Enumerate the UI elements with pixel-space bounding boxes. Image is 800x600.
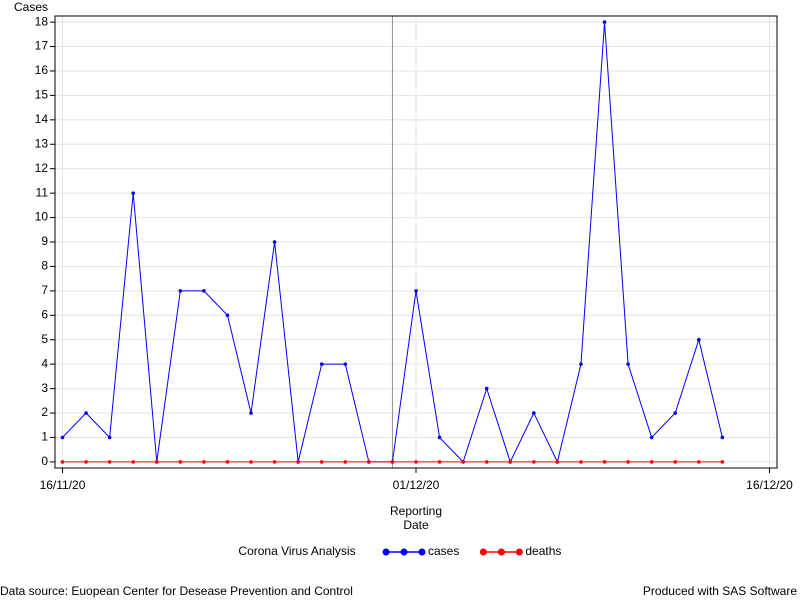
- x-tick-label: 16/11/20: [40, 478, 86, 492]
- legend-marker: [400, 548, 408, 556]
- legend-label: deaths: [525, 544, 561, 558]
- x-axis-label: Date: [403, 518, 429, 532]
- point: [555, 460, 560, 464]
- x-axis-label: Reporting: [390, 504, 442, 518]
- y-tick-label: 12: [35, 161, 49, 175]
- point: [673, 411, 678, 415]
- legend-label: cases: [428, 544, 459, 558]
- point: [579, 460, 583, 464]
- point: [319, 460, 324, 464]
- y-tick-label: 8: [41, 259, 48, 273]
- plot-frame: [54, 15, 778, 469]
- y-tick-label: 18: [35, 14, 49, 28]
- point: [178, 289, 183, 293]
- point: [673, 460, 678, 464]
- point: [107, 460, 112, 464]
- legend-marker: [418, 548, 426, 556]
- y-tick-label: 7: [41, 283, 48, 297]
- point: [720, 435, 725, 440]
- point: [508, 460, 513, 464]
- point: [202, 289, 206, 293]
- point: [461, 460, 465, 464]
- y-tick-label: 4: [41, 356, 48, 370]
- point: [484, 386, 489, 391]
- y-tick-label: 16: [35, 63, 49, 77]
- legend-marker: [497, 548, 505, 556]
- y-tick-label: 5: [41, 332, 48, 346]
- point: [84, 460, 88, 464]
- x-tick-label: 16/12/20: [746, 478, 793, 492]
- point: [60, 435, 65, 440]
- y-tick-label: 14: [35, 112, 49, 126]
- point: [202, 460, 206, 464]
- point: [720, 460, 725, 464]
- point: [602, 460, 607, 464]
- point: [343, 460, 348, 464]
- point: [272, 460, 277, 464]
- y-tick-label: 2: [41, 405, 48, 419]
- y-tick-label: 11: [36, 185, 49, 199]
- point: [649, 460, 654, 464]
- y-tick-label: 6: [41, 307, 48, 321]
- y-tick-label: 1: [41, 430, 48, 444]
- point: [649, 435, 654, 440]
- point: [390, 460, 395, 464]
- point: [367, 460, 371, 464]
- point: [437, 460, 442, 464]
- y-tick-label: 17: [35, 39, 49, 53]
- y-tick-label: 0: [41, 454, 48, 468]
- point: [249, 411, 253, 415]
- point: [532, 460, 536, 464]
- y-tick-label: 9: [41, 234, 48, 248]
- point: [437, 435, 442, 440]
- point: [484, 460, 489, 464]
- y-tick-label: 13: [35, 136, 49, 150]
- x-tick-label: 01/12/20: [393, 478, 440, 492]
- point: [107, 435, 112, 440]
- point: [60, 460, 65, 464]
- point: [626, 460, 630, 464]
- point: [414, 289, 418, 293]
- y-axis-label: Cases: [14, 0, 48, 14]
- point: [602, 20, 607, 24]
- point: [319, 362, 324, 366]
- y-tick-label: 10: [35, 210, 49, 224]
- point: [532, 411, 536, 415]
- point: [131, 460, 135, 464]
- point: [296, 460, 300, 464]
- point: [249, 460, 253, 464]
- point: [84, 411, 88, 415]
- point: [697, 337, 701, 342]
- legend-title: Corona Virus Analysis: [238, 544, 355, 558]
- legend-marker: [515, 548, 523, 556]
- footnote: Data source: Euopean Center for Desease …: [0, 584, 353, 598]
- y-tick-label: 3: [41, 381, 48, 395]
- point: [178, 460, 183, 464]
- point: [154, 460, 159, 464]
- point: [131, 191, 135, 195]
- footnote: Produced with SAS Software: [643, 584, 797, 598]
- y-tick-label: 15: [35, 88, 49, 102]
- point: [343, 362, 348, 366]
- point: [697, 460, 701, 464]
- point: [626, 362, 630, 366]
- legend-marker: [479, 548, 487, 556]
- legend-marker: [382, 548, 390, 556]
- point: [272, 240, 277, 244]
- point: [579, 362, 583, 366]
- point: [225, 313, 230, 318]
- point: [225, 460, 230, 464]
- point: [414, 460, 418, 464]
